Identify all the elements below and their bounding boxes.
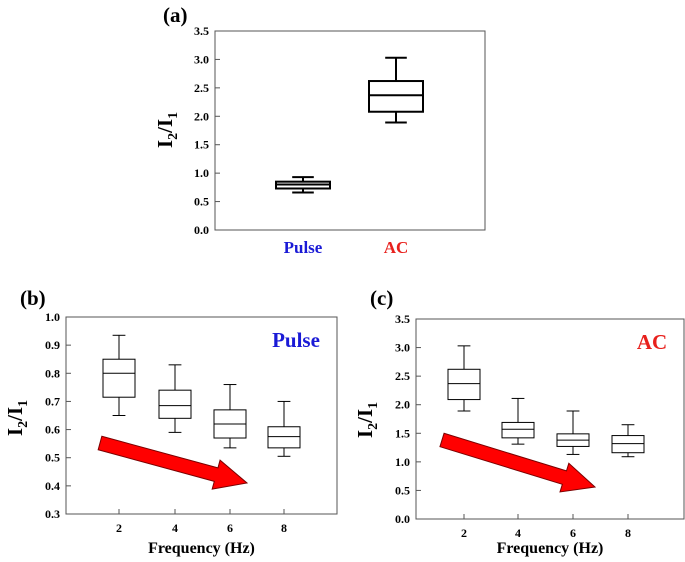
- y-tick-label: 1.5: [194, 138, 209, 152]
- y-tick-label: 0.0: [194, 223, 209, 237]
- category-label: Pulse: [284, 238, 323, 257]
- y-tick-label: 3.0: [395, 341, 410, 355]
- box-iqr: [501, 421, 535, 439]
- y-tick-label: 0.5: [395, 483, 410, 497]
- y-axis-label-part: 1: [166, 112, 181, 119]
- y-tick-label: 3.5: [395, 312, 410, 326]
- y-axis-label-part: 2: [166, 133, 181, 140]
- x-axis-label: Frequency (Hz): [497, 540, 604, 557]
- y-axis-label-part: 2: [16, 421, 31, 428]
- y-tick-label: 0.5: [194, 195, 209, 209]
- y-tick-label: 1.0: [194, 166, 209, 180]
- y-axis-label: I2/I1: [353, 402, 381, 438]
- y-tick-label: 0.6: [45, 423, 60, 437]
- box-iqr: [368, 80, 424, 113]
- box-6: [213, 384, 247, 449]
- box-iqr: [158, 389, 192, 419]
- chart-panel-b: (b)0.30.40.50.60.70.80.91.0I2/I12 4 6 8Freq…: [3, 286, 338, 557]
- y-tick-label: 0.5: [45, 451, 60, 465]
- y-axis-label: I2/I1: [3, 400, 31, 436]
- y-tick-label: 2.5: [395, 369, 410, 383]
- y-axis-label-part: /I: [3, 407, 27, 422]
- box-8: [267, 400, 301, 457]
- plot-frame: [415, 318, 685, 520]
- panel-annotation: Pulse: [272, 328, 320, 352]
- chart-panel-a: (a) 0.0 0.5 1.0 1.5 2.0 2.5 3.0 3.5 I2/I1 Pulse AC: [153, 3, 486, 257]
- box-2: [102, 334, 136, 416]
- panel-label: (c): [370, 286, 393, 310]
- box-6: [556, 410, 590, 455]
- y-axis-label-part: 1: [366, 402, 381, 409]
- panel-annotation: AC: [637, 330, 667, 354]
- y-axis-label-part: 2: [366, 423, 381, 430]
- x-axis-label: Frequency (Hz): [148, 540, 255, 557]
- box-4: [158, 364, 192, 433]
- box-Pulse: [275, 176, 331, 194]
- panel-label: (a): [163, 3, 188, 27]
- box-iqr: [267, 426, 301, 449]
- plot-frame: [65, 316, 338, 515]
- y-axis-label-part: 1: [16, 400, 31, 407]
- plot-frame: [214, 30, 486, 231]
- y-axis-label-part: I: [153, 140, 177, 148]
- y-tick-label: 2.0: [395, 398, 410, 412]
- x-tick-label: 2: [461, 526, 467, 540]
- y-axis-label: I2/I1: [153, 112, 181, 148]
- y-tick-label: 0.8: [45, 366, 60, 380]
- x-tick-label: 2: [116, 521, 122, 535]
- box-iqr: [447, 368, 481, 401]
- box-iqr: [611, 435, 645, 454]
- x-tick-label: 4: [172, 521, 178, 535]
- category-label: AC: [384, 238, 409, 257]
- decreasing-trend-arrow: [439, 432, 597, 493]
- box-8: [611, 424, 645, 458]
- x-tick-label: 8: [625, 526, 631, 540]
- y-tick-label: 2.0: [194, 109, 209, 123]
- box-iqr: [102, 358, 136, 398]
- y-tick-label: 0.4: [45, 479, 60, 493]
- y-tick-label: 1.5: [395, 426, 410, 440]
- y-tick-label: 0.0: [395, 512, 410, 526]
- y-axis-label-part: /I: [153, 119, 177, 134]
- box-AC: [368, 56, 424, 124]
- chart-panel-c: (c)0.00.51.01.52.02.53.03.5I2/I12 4 6 8Freq…: [353, 286, 685, 557]
- x-tick-label: 6: [227, 521, 233, 535]
- x-tick-label: 4: [515, 526, 521, 540]
- x-tick-label: 8: [281, 521, 287, 535]
- y-tick-label: 3.0: [194, 52, 209, 66]
- box-4: [501, 397, 535, 445]
- decreasing-trend-arrow: [97, 435, 249, 490]
- panel-label: (b): [20, 286, 46, 310]
- y-axis-label-part: I: [353, 430, 377, 438]
- y-axis-label-part: I: [3, 428, 27, 436]
- y-axis-label-part: /I: [353, 409, 377, 424]
- y-tick-label: 0.7: [45, 394, 60, 408]
- y-tick-label: 2.5: [194, 81, 209, 95]
- y-tick-label: 1.0: [45, 310, 60, 324]
- y-tick-label: 3.5: [194, 24, 209, 38]
- y-tick-label: 0.9: [45, 338, 60, 352]
- box-2: [447, 345, 481, 412]
- x-tick-label: 6: [570, 526, 576, 540]
- y-tick-label: 0.3: [45, 507, 60, 521]
- y-tick-label: 1.0: [395, 455, 410, 469]
